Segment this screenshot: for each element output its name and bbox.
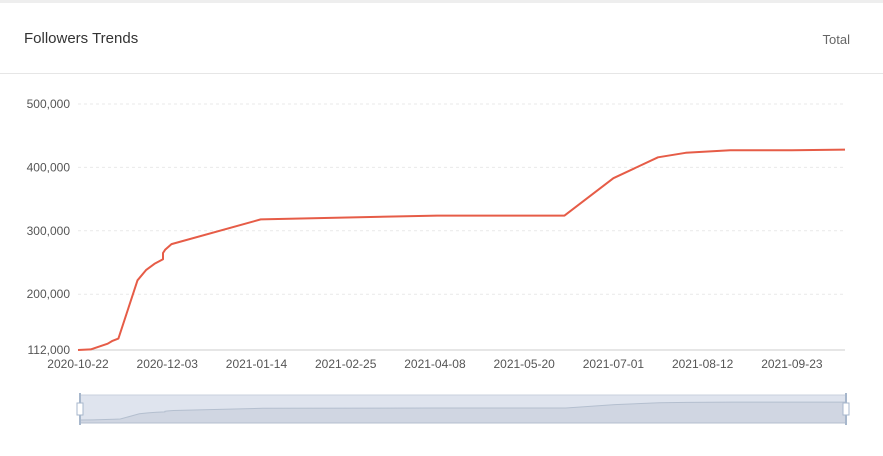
zoom-grip-right[interactable] <box>842 402 850 416</box>
x-tick-label: 2020-12-03 <box>137 357 199 371</box>
x-tick-label: 2021-08-12 <box>672 357 734 371</box>
x-axis: 2020-10-22 2020-12-03 2021-01-14 2021-02-25… <box>47 357 823 371</box>
x-tick-label: 2021-02-25 <box>315 357 377 371</box>
data-zoom-slider[interactable] <box>76 393 850 425</box>
chart-title: Followers Trends <box>24 30 139 47</box>
zoom-overview-area <box>79 401 847 424</box>
series-line <box>77 148 846 351</box>
y-axis: 112,000 200,000 300,000 400,000 500,000 <box>27 97 71 357</box>
top-strip <box>0 0 883 3</box>
x-tick-label: 2021-07-01 <box>583 357 645 371</box>
total-toggle[interactable]: Total <box>822 32 850 47</box>
x-tick-label: 2020-10-22 <box>47 357 109 371</box>
followers-line-chart: 112,000 200,000 300,000 400,000 500,000 2020… <box>27 97 850 425</box>
x-tick-label: 2021-09-23 <box>761 357 823 371</box>
y-tick-label: 500,000 <box>27 97 71 111</box>
y-tick-label: 400,000 <box>27 160 71 174</box>
x-tick-label: 2021-04-08 <box>404 357 466 371</box>
chart-header: Followers Trends Total <box>0 3 883 74</box>
y-tick-label: 200,000 <box>27 287 71 301</box>
y-tick-label: 300,000 <box>27 224 71 238</box>
x-tick-label: 2021-05-20 <box>493 357 555 371</box>
y-tick-label: 112,000 <box>28 343 71 357</box>
x-tick-label: 2021-01-14 <box>226 357 288 371</box>
grid-lines <box>78 103 845 351</box>
zoom-grip-left[interactable] <box>76 402 84 416</box>
